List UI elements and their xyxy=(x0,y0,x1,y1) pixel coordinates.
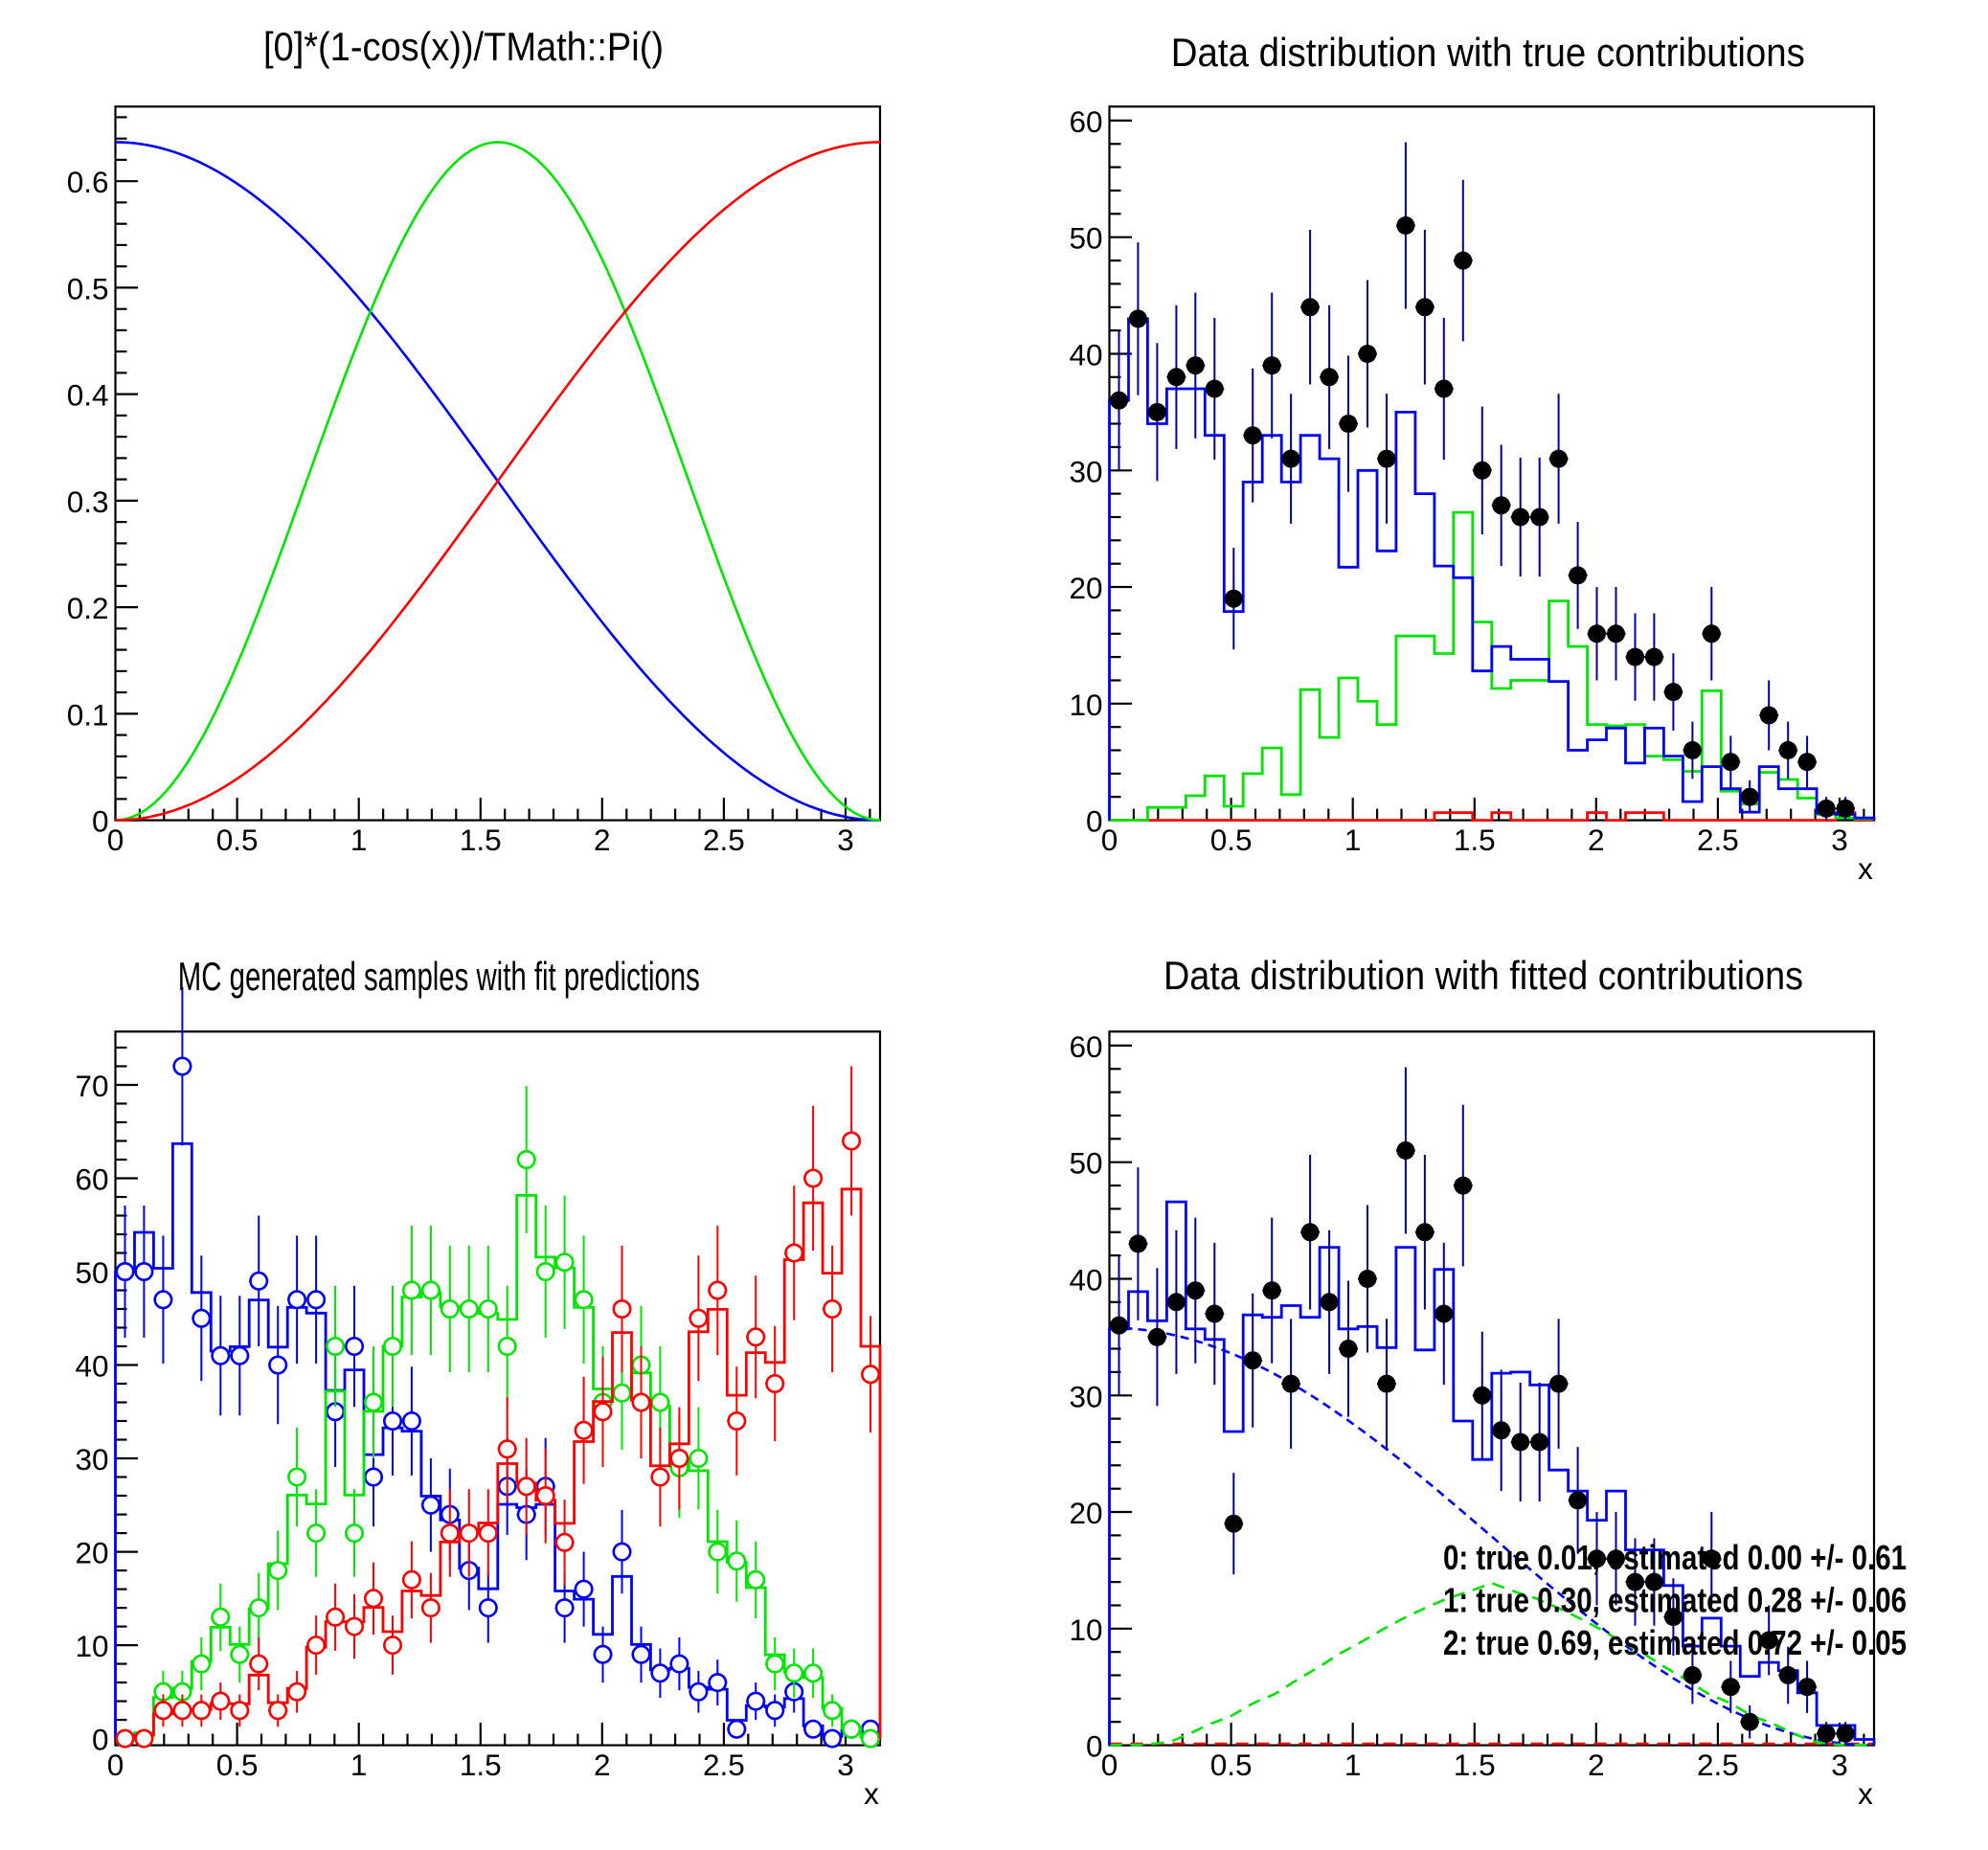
svg-text:0.6: 0.6 xyxy=(67,165,109,199)
svg-text:x: x xyxy=(1858,851,1873,886)
svg-text:20: 20 xyxy=(1069,1496,1102,1530)
svg-text:10: 10 xyxy=(1069,688,1102,722)
svg-text:2: 2 xyxy=(1588,1748,1605,1782)
svg-text:0.2: 0.2 xyxy=(67,591,109,625)
svg-text:20: 20 xyxy=(1069,571,1102,605)
svg-text:1.5: 1.5 xyxy=(1454,1748,1496,1782)
svg-text:0: 0 xyxy=(107,1748,124,1782)
svg-text:0: 0 xyxy=(1086,804,1103,839)
svg-text:0.5: 0.5 xyxy=(216,823,259,857)
svg-text:Data distribution with fitted: Data distribution with fitted contributi… xyxy=(1163,953,1803,998)
svg-text:3: 3 xyxy=(837,1748,854,1782)
svg-text:40: 40 xyxy=(1069,1263,1102,1297)
svg-text:60: 60 xyxy=(1069,104,1102,139)
svg-text:Data distribution with true co: Data distribution with true contribution… xyxy=(1171,30,1805,75)
svg-text:1: 1 xyxy=(1344,823,1362,857)
svg-text:[0]*(1-cos(x))/TMath::Pi(): [0]*(1-cos(x))/TMath::Pi() xyxy=(263,24,664,69)
svg-text:2.5: 2.5 xyxy=(1697,1748,1739,1782)
svg-text:60: 60 xyxy=(75,1162,108,1197)
svg-text:40: 40 xyxy=(75,1349,108,1384)
svg-text:0: 0 xyxy=(1101,1748,1118,1782)
svg-text:3: 3 xyxy=(837,823,854,857)
svg-text:2: 2 xyxy=(594,823,611,857)
svg-text:0: 0 xyxy=(92,804,109,839)
svg-text:0: 0 xyxy=(1101,823,1118,857)
svg-text:70: 70 xyxy=(75,1069,108,1103)
svg-text:60: 60 xyxy=(1069,1029,1102,1064)
svg-text:0: 0 xyxy=(92,1723,109,1757)
svg-text:1: 1 xyxy=(350,1748,368,1782)
svg-text:1: 1 xyxy=(1344,1748,1362,1782)
svg-text:30: 30 xyxy=(75,1442,108,1477)
svg-text:20: 20 xyxy=(75,1536,108,1570)
svg-text:2: 2 xyxy=(1588,823,1605,857)
svg-text:0.5: 0.5 xyxy=(67,271,109,305)
svg-text:0.4: 0.4 xyxy=(67,378,109,413)
svg-text:2.5: 2.5 xyxy=(703,1748,745,1782)
svg-text:2: true 0.69, estimated 0.72 +: 2: true 0.69, estimated 0.72 +/- 0.05 xyxy=(1443,1623,1907,1662)
svg-text:50: 50 xyxy=(1069,221,1102,256)
svg-text:0: true 0.01, estimated 0.00 +: 0: true 0.01, estimated 0.00 +/- 0.61 xyxy=(1443,1538,1907,1577)
svg-text:0.5: 0.5 xyxy=(1210,1748,1253,1782)
svg-text:2.5: 2.5 xyxy=(703,823,745,857)
svg-text:0: 0 xyxy=(1086,1729,1103,1764)
svg-text:1: true 0.30, estimated 0.28 +: 1: true 0.30, estimated 0.28 +/- 0.06 xyxy=(1443,1581,1907,1620)
svg-text:10: 10 xyxy=(1069,1613,1102,1647)
svg-text:0.5: 0.5 xyxy=(1210,823,1253,857)
svg-text:3: 3 xyxy=(1831,823,1848,857)
svg-text:10: 10 xyxy=(75,1629,108,1663)
svg-text:50: 50 xyxy=(75,1255,108,1290)
svg-text:MC generated samples with fit: MC generated samples with fit prediction… xyxy=(178,954,700,999)
svg-text:2: 2 xyxy=(594,1748,611,1782)
svg-text:x: x xyxy=(1858,1776,1873,1811)
svg-text:0.5: 0.5 xyxy=(216,1748,259,1782)
svg-text:1.5: 1.5 xyxy=(460,1748,502,1782)
svg-text:30: 30 xyxy=(1069,454,1102,488)
svg-text:1.5: 1.5 xyxy=(1454,823,1496,857)
svg-text:2.5: 2.5 xyxy=(1697,823,1739,857)
svg-text:1: 1 xyxy=(350,823,368,857)
svg-text:50: 50 xyxy=(1069,1146,1102,1181)
svg-text:0.3: 0.3 xyxy=(67,485,109,519)
svg-text:0: 0 xyxy=(107,823,124,857)
svg-text:3: 3 xyxy=(1831,1748,1848,1782)
svg-text:1.5: 1.5 xyxy=(460,823,502,857)
svg-text:30: 30 xyxy=(1069,1379,1102,1413)
svg-text:40: 40 xyxy=(1069,338,1102,372)
svg-text:0.1: 0.1 xyxy=(67,697,109,732)
svg-text:x: x xyxy=(864,1776,879,1811)
